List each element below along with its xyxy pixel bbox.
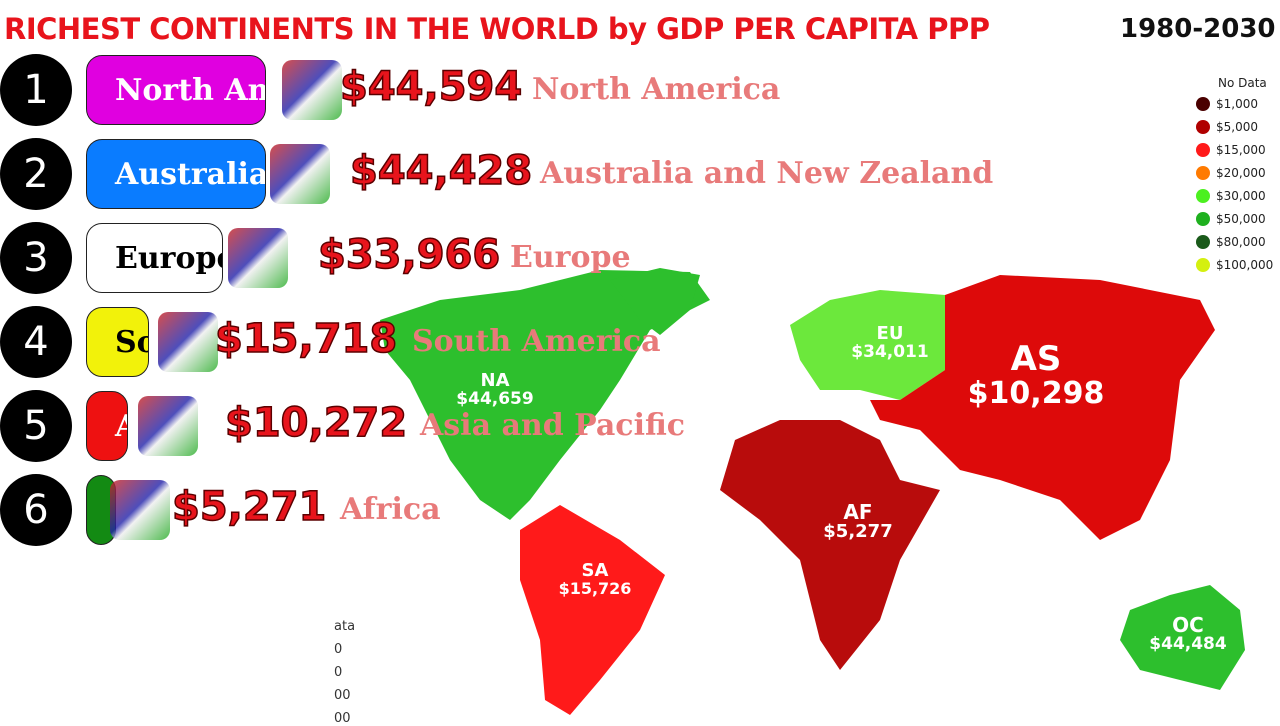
map-value: $44,659 — [456, 388, 534, 409]
flag — [282, 60, 342, 120]
rank-badge: 1 — [0, 54, 72, 126]
value: $33,966 — [317, 231, 501, 279]
greenland — [610, 268, 700, 335]
legend-item: $100,000 — [1196, 258, 1273, 272]
legend-swatch — [1196, 212, 1210, 226]
flag — [270, 144, 330, 204]
legend-label: $80,000 — [1216, 235, 1266, 249]
bar: Australia — [86, 139, 266, 209]
map-code: OC — [1172, 613, 1204, 637]
legend-label: $15,000 — [1216, 143, 1266, 157]
map-value: $5,277 — [823, 521, 893, 542]
legend-swatch — [1196, 120, 1210, 134]
legend-swatch — [1196, 258, 1210, 272]
ghost-legend-label: 0 — [334, 665, 343, 680]
legend-item: $80,000 — [1196, 235, 1266, 249]
legend-swatch — [1196, 166, 1210, 180]
value: $15,718 — [214, 315, 398, 363]
map-code: NA — [480, 370, 510, 391]
ghost-legend-label: 00 — [334, 711, 351, 726]
legend-label: $1,000 — [1216, 97, 1258, 111]
flag — [228, 228, 288, 288]
legend-item: $5,000 — [1196, 120, 1258, 134]
legend-swatch — [1196, 97, 1210, 111]
legend-label: $30,000 — [1216, 189, 1266, 203]
map-label: SA $15,726 — [558, 560, 632, 598]
flag — [138, 396, 198, 456]
title: RICHEST CONTINENTS IN THE WORLD by GDP P… — [4, 12, 990, 46]
name: Africa — [340, 492, 441, 527]
map-label: OC $44,484 — [1149, 615, 1226, 654]
legend-title: No Data — [1218, 76, 1267, 90]
legend-label: $20,000 — [1216, 166, 1266, 180]
flag — [110, 480, 170, 540]
legend-item: $15,000 — [1196, 143, 1266, 157]
period: 1980-2030 — [1120, 14, 1276, 44]
map-value: $10,298 — [967, 375, 1105, 411]
value: $5,271 — [171, 483, 327, 531]
map-label: AF $5,277 — [823, 502, 892, 542]
map-code: EU — [876, 323, 904, 344]
legend-swatch — [1196, 235, 1210, 249]
ghost-legend-label: 00 — [334, 688, 351, 703]
legend-label: $5,000 — [1216, 120, 1258, 134]
europe — [790, 290, 945, 400]
value: $44,428 — [349, 147, 533, 195]
bar: So — [86, 307, 149, 377]
legend-item: $1,000 — [1196, 97, 1258, 111]
name: Asia and Pacific — [420, 408, 686, 443]
rank-badge: 5 — [0, 390, 72, 462]
value: $10,272 — [224, 399, 408, 447]
africa — [720, 420, 940, 670]
bar: Europe — [86, 223, 223, 293]
map-label: AS $10,298 — [967, 339, 1105, 411]
name: North America — [532, 72, 781, 107]
rank-badge: 2 — [0, 138, 72, 210]
oceania — [1120, 585, 1245, 690]
ghost-legend-label: 0 — [334, 642, 343, 657]
rank-badge: 3 — [0, 222, 72, 294]
map-code: SA — [581, 560, 609, 581]
legend-item: $20,000 — [1196, 166, 1266, 180]
legend-item: $50,000 — [1196, 212, 1266, 226]
flag — [158, 312, 218, 372]
ghost-legend-label: ata — [334, 619, 356, 634]
legend-swatch — [1196, 189, 1210, 203]
bar: A — [86, 391, 128, 461]
map-value: $44,484 — [1149, 634, 1227, 654]
legend-swatch — [1196, 143, 1210, 157]
map-code: AF — [843, 500, 873, 524]
south-america — [520, 505, 665, 715]
rank-badge: 6 — [0, 474, 72, 546]
legend-label: $50,000 — [1216, 212, 1266, 226]
asia — [870, 275, 1215, 540]
value: $44,594 — [339, 63, 523, 111]
name: South America — [412, 324, 661, 359]
map-value: $15,726 — [558, 578, 632, 598]
map-label: EU $34,011 — [851, 323, 929, 362]
north-america — [380, 270, 710, 520]
map-label: NA $44,659 — [456, 370, 534, 409]
rank-badge: 4 — [0, 306, 72, 378]
legend-item: $30,000 — [1196, 189, 1266, 203]
name: Australia and New Zealand — [540, 156, 994, 191]
map-value: $34,011 — [851, 341, 929, 362]
map-code: AS — [1010, 339, 1062, 379]
bar: North Am — [86, 55, 266, 125]
name: Europe — [510, 240, 631, 275]
legend-label: $100,000 — [1216, 258, 1274, 272]
